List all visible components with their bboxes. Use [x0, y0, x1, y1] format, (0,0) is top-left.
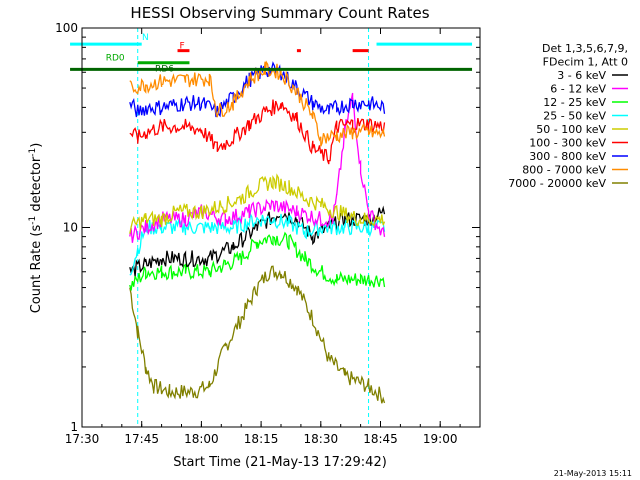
x-tick-label: 17:45 — [124, 432, 159, 446]
series-line — [129, 60, 386, 147]
flag-label-saa_like: RD0 — [106, 54, 125, 64]
chart-title: HESSI Observing Summary Count Rates — [130, 4, 429, 22]
x-tick-label: 17:30 — [65, 432, 100, 446]
y-tick-label: 1 — [70, 420, 78, 434]
footer-timestamp: 21-May-2013 15:11 — [554, 469, 632, 478]
legend-header: FDecim 1, Att 0 — [543, 56, 628, 69]
series-line — [129, 99, 386, 165]
x-tick-label: 18:45 — [363, 432, 398, 446]
legend-label: 800 - 7000 keV — [522, 164, 606, 177]
y-axis-label-tail: detector — [29, 156, 44, 216]
flag-label-night: N — [142, 33, 149, 43]
series-line — [129, 212, 386, 276]
legend-label: 6 - 12 keV — [550, 83, 606, 96]
flag-label-flare: F — [180, 42, 185, 52]
legend-label: 7000 - 20000 keV — [508, 177, 606, 190]
y-axis-label-main: Count Rate (s — [29, 225, 44, 314]
x-tick-label: 19:00 — [423, 432, 458, 446]
y-axis-label: Count Rate (s-1 detector-1) — [28, 143, 44, 314]
x-tick-label: 18:15 — [244, 432, 279, 446]
series-group — [129, 28, 386, 427]
legend-header: Det 1,3,5,6,7,9, — [542, 42, 628, 55]
series-line — [129, 231, 386, 291]
legend-label: 300 - 800 keV — [529, 150, 606, 163]
legend-label: 3 - 6 keV — [557, 69, 606, 82]
series-line — [129, 265, 386, 404]
y-axis: 1 10 100 — [55, 21, 480, 434]
y-axis-label-sup: -1 — [28, 216, 38, 225]
flag-label-saa2: RD6 — [155, 64, 174, 74]
series-line — [129, 173, 386, 234]
legend: Det 1,3,5,6,7,9,FDecim 1, Att 03 - 6 keV… — [508, 42, 628, 190]
x-tick-label: 18:00 — [184, 432, 219, 446]
x-axis-label: Start Time (21-May-13 17:29:42) — [173, 455, 387, 470]
x-axis: 17:30 17:45 18:00 18:15 18:30 18:45 19:00 — [65, 28, 481, 446]
x-tick-label: 18:30 — [304, 432, 339, 446]
y-axis-label-close: ) — [29, 143, 44, 148]
legend-label: 25 - 50 keV — [543, 110, 606, 123]
legend-label: 100 - 300 keV — [529, 137, 606, 150]
y-axis-label-sup2: -1 — [28, 148, 38, 157]
y-tick-label: 100 — [55, 21, 78, 35]
legend-label: 50 - 100 keV — [536, 123, 606, 136]
legend-label: 12 - 25 keV — [543, 96, 606, 109]
y-tick-label: 10 — [63, 221, 78, 235]
